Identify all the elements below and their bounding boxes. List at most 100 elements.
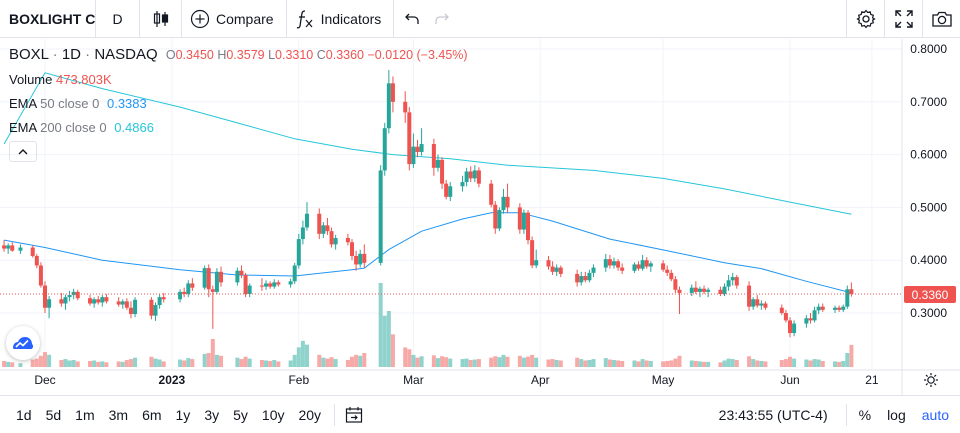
candle-body [407, 112, 412, 165]
range-1m[interactable]: 1m [75, 406, 95, 423]
candle [730, 272, 735, 286]
open-label: O [165, 48, 176, 62]
volume-bar [47, 354, 52, 367]
candle [382, 122, 387, 176]
compare-button[interactable]: Compare [182, 0, 287, 38]
price-tick-label: 0.5000 [910, 200, 947, 214]
candle [526, 210, 531, 245]
ema200-legend[interactable]: EMA 200 close 0 0.4866 [9, 120, 154, 135]
volume-bar [411, 354, 416, 367]
range-1y[interactable]: 1y [175, 406, 191, 423]
candle [317, 208, 322, 240]
candle-body [345, 238, 350, 243]
candle [648, 261, 653, 272]
snapshot-button[interactable] [922, 0, 960, 38]
change-value: −0.0120 (−3.45%) [367, 48, 468, 62]
legend-ohlc: O0.3450 H0.3579 L0.3310 C0.3360 −0.0120 … [166, 48, 468, 62]
chart-style-button[interactable] [140, 0, 182, 38]
undo-icon[interactable] [404, 11, 420, 27]
candle [505, 183, 510, 213]
candle-body [378, 170, 383, 263]
time-tick-label: Jun [780, 373, 799, 387]
log-scale-button[interactable]: log [887, 407, 906, 423]
candle [378, 165, 383, 266]
settings-button[interactable] [846, 0, 884, 38]
fullscreen-button[interactable] [884, 0, 922, 38]
price-tick-label: 0.6000 [910, 148, 947, 162]
candle-body [333, 238, 338, 245]
open-value: 0.3450 [175, 48, 214, 62]
candle-body [304, 213, 309, 228]
range-3y[interactable]: 3y [204, 406, 220, 423]
fullscreen-icon [894, 10, 913, 28]
auto-scale-button[interactable]: auto [921, 407, 949, 423]
candle [460, 175, 465, 192]
candle-body [206, 268, 211, 290]
volume-legend[interactable]: Volume 473.803K [9, 72, 112, 87]
candle [554, 264, 559, 277]
candle [210, 285, 215, 329]
range-5y[interactable]: 5y [233, 406, 248, 423]
legend-collapse-button[interactable] [9, 141, 37, 162]
candle [530, 236, 535, 269]
volume-bar [358, 355, 363, 367]
ema50-label: EMA [9, 96, 37, 111]
tradingview-logo-icon [13, 337, 34, 349]
volume-bar [636, 361, 641, 367]
range-20y[interactable]: 20y [298, 406, 322, 423]
candle-body [264, 283, 269, 287]
candle [837, 305, 842, 312]
range-6m[interactable]: 6m [142, 406, 162, 423]
price-chart[interactable]: 0.3000 0.4000 0.5000 0.6000 0.7000 0.8000 Dec… [0, 39, 960, 395]
indicators-button[interactable]: Indicators [287, 0, 395, 38]
volume-bar [206, 353, 211, 367]
volume-bar [521, 357, 526, 367]
candle-body [489, 183, 494, 205]
candle [88, 295, 93, 306]
time-axis-settings-icon[interactable] [924, 373, 938, 387]
date-range-group: 1d 5d 1m 3m 6m 1y 3y 5y 10y 20y [16, 407, 328, 423]
candle [292, 262, 297, 284]
redo-icon[interactable] [434, 11, 450, 27]
candle-body [534, 260, 539, 266]
candle [636, 261, 641, 271]
volume-bar [718, 362, 723, 367]
volume-bar [34, 358, 39, 367]
candle [219, 266, 224, 287]
volume-bar [665, 360, 670, 367]
ema50-legend[interactable]: EMA 50 close 0 0.3383 [9, 96, 147, 111]
candle [816, 303, 821, 315]
range-10y[interactable]: 10y [261, 406, 285, 423]
range-5d[interactable]: 5d [45, 406, 62, 423]
percent-scale-button[interactable]: % [858, 407, 872, 423]
clock-timezone[interactable]: 23:43:55 (UTC-4) [718, 407, 828, 423]
volume-bar [751, 359, 756, 367]
range-3m[interactable]: 3m [108, 406, 129, 423]
ema50-line-group [4, 212, 852, 294]
candle-body [431, 144, 436, 168]
candle-body [59, 299, 64, 304]
candle-body [706, 289, 711, 292]
volume-bar [493, 356, 498, 367]
candle [333, 234, 338, 250]
candle [476, 167, 481, 188]
volume-bar [804, 359, 809, 367]
candle-body [779, 307, 784, 313]
volume-bar [128, 359, 133, 367]
calendar-goto-icon[interactable] [345, 406, 363, 424]
candle-body [812, 310, 817, 321]
volume-bar [763, 361, 768, 367]
candle-body [411, 146, 416, 165]
volume-bar [300, 340, 305, 367]
volume-bar [415, 357, 420, 367]
symbol-search-button[interactable]: BOXLIGHT C [0, 0, 96, 38]
interval-button[interactable]: D [96, 0, 140, 38]
undo-redo-group [394, 0, 450, 38]
volume-bar [88, 360, 93, 367]
candle-body [722, 286, 727, 294]
range-1d[interactable]: 1d [16, 406, 32, 423]
volume-bar [276, 361, 281, 367]
candle [841, 304, 846, 312]
candle-body [128, 307, 133, 315]
tradingview-logo-button[interactable] [6, 326, 40, 360]
